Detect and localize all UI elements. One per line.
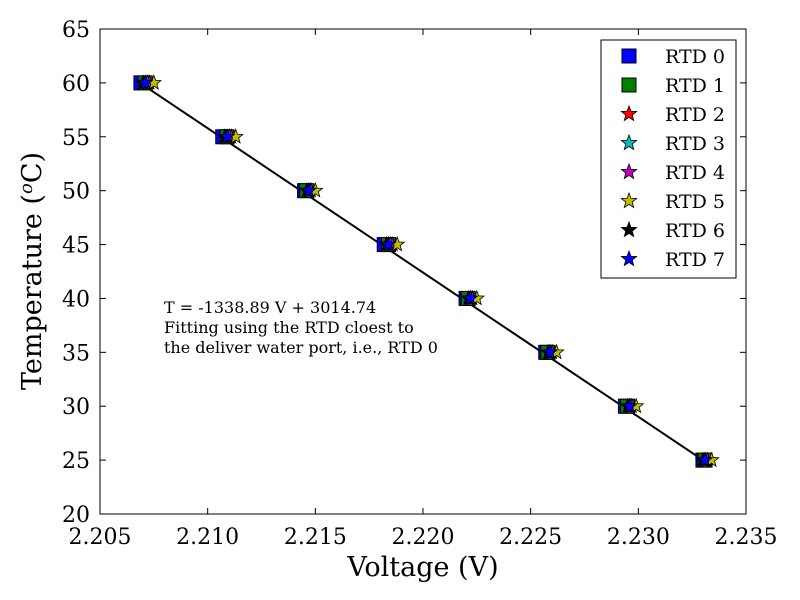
legend-item: RTD 3 <box>620 133 725 155</box>
legend-marker <box>620 191 638 209</box>
x-tick-label: 2.215 <box>284 525 347 550</box>
legend-label: RTD 2 <box>665 104 725 126</box>
fit-line-layer <box>142 84 706 463</box>
x-axis-title: Voltage (V) <box>346 552 498 583</box>
fit-line <box>142 84 706 463</box>
y-axis-title-superscript: o <box>16 183 37 194</box>
y-tick-label: 40 <box>62 287 90 312</box>
data-point <box>462 289 479 306</box>
legend-item: RTD 0 <box>621 46 725 68</box>
annotation-line-2: Fitting using the RTD cloest to <box>164 318 414 337</box>
legend-item: RTD 6 <box>620 220 725 242</box>
y-tick-label: 65 <box>62 18 90 43</box>
x-tick-label: 2.220 <box>392 525 455 550</box>
y-tick-label: 50 <box>62 180 90 205</box>
y-tick-label: 60 <box>62 72 90 97</box>
y-tick-label: 30 <box>62 395 90 420</box>
data-point <box>696 451 714 468</box>
annotation-line-3: the deliver water port, i.e., RTD 0 <box>164 338 438 357</box>
legend-label: RTD 7 <box>665 249 725 271</box>
data-point <box>137 74 154 90</box>
legend-label: RTD 3 <box>665 133 725 155</box>
legend: RTD 0 RTD 1 RTD 2 RTD 3 RTD 4 RTD 5 RTD 6 RTD 7 <box>600 39 737 279</box>
data-point <box>621 397 638 414</box>
y-axis-title-tail: C) <box>17 152 48 183</box>
legend-marker <box>621 48 637 64</box>
legend-label: RTD 0 <box>665 46 725 68</box>
legend-marker <box>620 220 638 238</box>
legend-item: RTD 5 <box>620 191 725 213</box>
legend-marker <box>620 249 638 267</box>
legend-marker <box>620 162 638 180</box>
data-point <box>541 343 559 360</box>
data-point <box>380 235 397 252</box>
legend-marker <box>620 133 638 151</box>
y-tick-label: 45 <box>62 234 90 259</box>
x-tick-label: 2.205 <box>69 525 132 550</box>
legend-marker <box>621 77 637 93</box>
legend-marker <box>620 104 638 122</box>
data-point <box>218 128 236 144</box>
series-rtd-7 <box>137 74 714 468</box>
x-tick-label: 2.225 <box>499 525 562 550</box>
data-point <box>300 182 318 198</box>
data-points-layer <box>133 74 720 468</box>
annotation-line-1: T = -1338.89 V + 3014.74 <box>164 298 376 317</box>
legend-label: RTD 4 <box>665 162 725 184</box>
legend-item: RTD 2 <box>620 104 725 126</box>
legend-label: RTD 5 <box>665 191 725 213</box>
y-axis-title-main: Temperature ( <box>17 194 48 390</box>
axis-ticks-layer: 2.205 2.210 2.215 2.220 2.225 2.230 2.235 20 25 3… <box>62 18 777 550</box>
legend-label: RTD 1 <box>665 75 725 97</box>
legend-item: RTD 1 <box>621 75 725 97</box>
y-tick-label: 55 <box>62 126 90 151</box>
y-tick-label: 25 <box>62 449 90 474</box>
y-axis-title: Temperature (oC) <box>16 152 48 390</box>
legend-item: RTD 7 <box>620 249 725 271</box>
x-tick-label: 2.230 <box>607 525 670 550</box>
y-tick-label: 35 <box>62 341 90 366</box>
legend-item: RTD 4 <box>620 162 725 184</box>
y-tick-label: 20 <box>62 503 90 528</box>
legend-label: RTD 6 <box>665 220 725 242</box>
x-tick-label: 2.210 <box>176 525 239 550</box>
x-tick-label: 2.235 <box>715 525 778 550</box>
fit-annotation: T = -1338.89 V + 3014.74 Fitting using t… <box>164 298 438 357</box>
